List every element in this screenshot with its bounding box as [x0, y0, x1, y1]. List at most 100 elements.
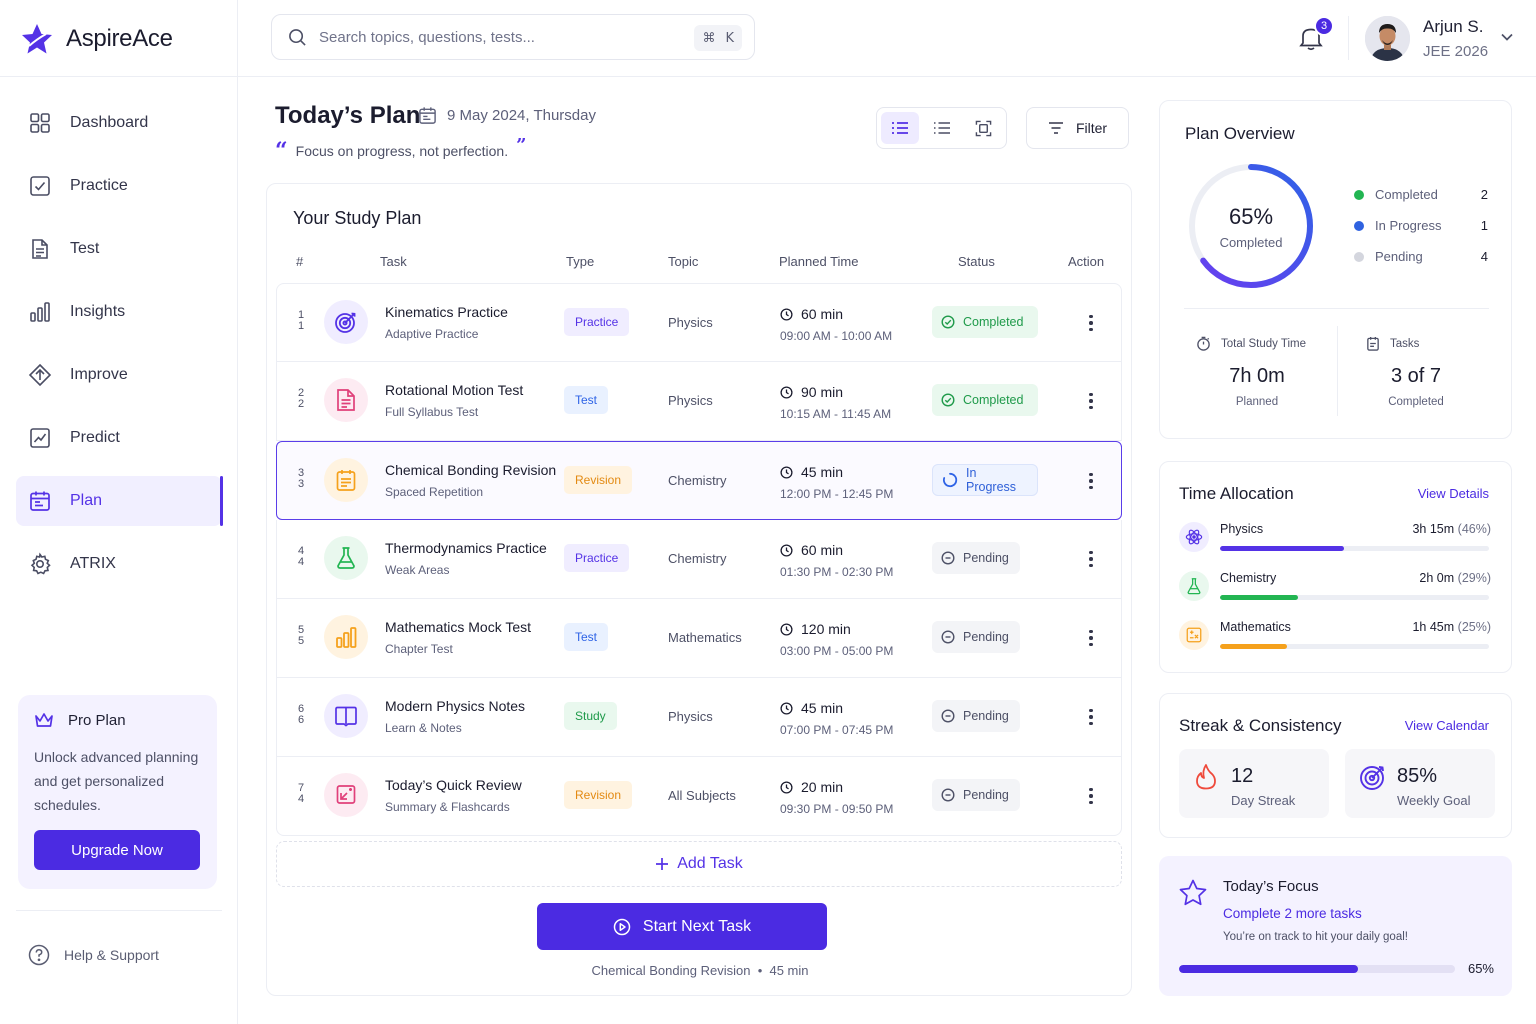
- streak-consistency-card: Streak & Consistency View Calendar 12 Da…: [1159, 693, 1512, 838]
- view-board-button[interactable]: [964, 112, 1002, 144]
- upgrade-now-button[interactable]: Upgrade Now: [34, 830, 200, 870]
- more-actions-button[interactable]: [1083, 388, 1099, 414]
- todays-focus-card: Today’s Focus Complete 2 more tasks You’…: [1159, 856, 1512, 996]
- sidebar-item-atrix[interactable]: ATRIX: [16, 539, 222, 589]
- kebab-dot: [1089, 405, 1093, 410]
- column-header-status: Status: [958, 254, 995, 269]
- task-name[interactable]: Today’s Quick Review: [385, 777, 522, 793]
- row-number-top: 1: [297, 309, 305, 321]
- total-study-time-value: 7h 0m: [1229, 365, 1285, 387]
- task-name[interactable]: Thermodynamics Practice: [385, 540, 547, 556]
- sidebar-item-label: Dashboard: [70, 114, 149, 131]
- search-bar[interactable]: ⌘ K: [271, 14, 755, 60]
- view-list-compact-button[interactable]: [923, 112, 961, 144]
- more-actions-button[interactable]: [1083, 310, 1099, 336]
- sidebar-item-improve[interactable]: Improve: [16, 350, 222, 400]
- planned-time-range: 03:00 PM - 05:00 PM: [780, 644, 894, 658]
- task-name[interactable]: Modern Physics Notes: [385, 698, 526, 714]
- view-details-link[interactable]: View Details: [1417, 486, 1489, 501]
- status-label: Pending: [963, 709, 1009, 723]
- sidebar-item-practice[interactable]: Practice: [16, 161, 222, 211]
- brand-logo[interactable]: AspireAce: [20, 22, 173, 56]
- pending-clock-icon: [941, 551, 955, 565]
- planned-duration: 45 min: [780, 464, 843, 480]
- planned-time-range: 09:30 PM - 09:50 PM: [780, 802, 894, 816]
- task-name[interactable]: Kinematics Practice: [385, 304, 508, 320]
- sidebar-item-insights[interactable]: Insights: [16, 287, 222, 337]
- brand-name: AspireAce: [66, 25, 173, 52]
- list-bullet-icon: [891, 122, 908, 134]
- table-row[interactable]: 7 4 Today’s Quick Review Summary & Flashcar…: [276, 757, 1122, 836]
- more-actions-button[interactable]: [1083, 625, 1099, 651]
- progress-spinner-icon: [942, 472, 958, 488]
- help-support-link[interactable]: Help & Support: [28, 944, 159, 966]
- table-row[interactable]: 1 1 Kinematics Practice Adaptive Practice Pr…: [276, 283, 1122, 362]
- column-header-topic: Topic: [668, 254, 699, 269]
- table-row[interactable]: 4 4 Thermodynamics Practice Weak Areas Pract…: [276, 520, 1122, 599]
- sidebar-item-predict[interactable]: Predict: [16, 413, 222, 463]
- bell-icon: [1299, 28, 1323, 51]
- time-allocation-title: Time Allocation: [1179, 484, 1294, 503]
- sidebar-item-label: Test: [70, 240, 100, 257]
- task-topic: Chemistry: [668, 473, 727, 488]
- shortcut-key: K: [725, 30, 734, 46]
- divider: [0, 76, 238, 77]
- status-badge: Pending: [932, 700, 1020, 732]
- focus-goal-link[interactable]: Complete 2 more tasks: [1223, 906, 1362, 921]
- legend-label: Completed: [1375, 187, 1438, 202]
- column-header-task: Task: [380, 254, 407, 269]
- chevron-down-icon[interactable]: [1500, 32, 1514, 42]
- pro-plan-card: Pro Plan Unlock advanced planning and ge…: [18, 695, 217, 889]
- avatar[interactable]: [1365, 16, 1410, 61]
- duration-value: 60 min: [801, 306, 844, 322]
- review-icon: [324, 773, 368, 817]
- sidebar-item-plan[interactable]: Plan: [16, 476, 223, 526]
- focus-progress-track: [1179, 965, 1455, 973]
- completion-label: Completed: [1219, 235, 1283, 250]
- legend-label: In Progress: [1375, 218, 1442, 233]
- more-actions-button[interactable]: [1083, 468, 1099, 494]
- task-name[interactable]: Chemical Bonding Revision: [385, 462, 557, 478]
- more-actions-button[interactable]: [1083, 704, 1099, 730]
- table-row[interactable]: 3 3 Chemical Bonding Revision Spaced Repeti…: [276, 441, 1122, 520]
- allocation-time-value: 2h 0m: [1419, 571, 1455, 585]
- search-input[interactable]: [319, 28, 679, 46]
- task-subtitle: Weak Areas: [385, 563, 450, 577]
- kebab-dot: [1089, 472, 1093, 477]
- sidebar-item-dashboard[interactable]: Dashboard: [16, 98, 222, 148]
- kebab-dot: [1089, 715, 1093, 719]
- start-next-task-button[interactable]: Start Next Task: [537, 903, 827, 950]
- status-badge: Completed: [932, 306, 1038, 338]
- clock-icon: [780, 780, 793, 794]
- table-row[interactable]: 5 5 Mathematics Mock Test Chapter Test Test M…: [276, 599, 1122, 678]
- status-badge: Completed: [932, 384, 1038, 416]
- planned-time-range: 12:00 PM - 12:45 PM: [780, 487, 894, 501]
- kebab-dot: [1089, 485, 1093, 490]
- notifications-button[interactable]: 3: [1298, 16, 1334, 52]
- view-calendar-link[interactable]: View Calendar: [1404, 718, 1489, 733]
- streak-title: Streak & Consistency: [1179, 716, 1342, 735]
- table-row[interactable]: 2 2 Rotational Motion Test Full Syllabus Te…: [276, 362, 1122, 441]
- sidebar-item-test[interactable]: Test: [16, 224, 222, 274]
- status-label: In Progress: [966, 466, 1017, 494]
- allocation-bar-fill: [1220, 595, 1298, 600]
- pro-plan-description: Unlock advanced planning and get persona…: [34, 749, 199, 813]
- filter-button[interactable]: Filter: [1026, 107, 1129, 149]
- completion-donut-chart: [1189, 164, 1313, 288]
- task-name[interactable]: Mathematics Mock Test: [385, 619, 532, 635]
- task-name[interactable]: Rotational Motion Test: [385, 382, 524, 398]
- kebab-dot: [1089, 563, 1093, 568]
- more-actions-button[interactable]: [1083, 546, 1099, 572]
- more-actions-button[interactable]: [1083, 783, 1099, 809]
- total-study-time-sub: Planned: [1235, 396, 1279, 408]
- view-list-detailed-button[interactable]: [881, 112, 919, 144]
- planned-time-range: 07:00 PM - 07:45 PM: [780, 723, 894, 737]
- table-row[interactable]: 6 6 Modern Physics Notes Learn & Notes Study…: [276, 678, 1122, 757]
- search-icon: [289, 28, 306, 46]
- add-task-button[interactable]: Add Task: [276, 841, 1122, 887]
- day-streak-value: 12: [1231, 765, 1254, 787]
- pro-plan-header: Pro Plan: [34, 711, 201, 729]
- donut-progress-arc: [1189, 164, 1313, 288]
- legend-label: Pending: [1375, 249, 1423, 264]
- crown-icon: [35, 713, 53, 727]
